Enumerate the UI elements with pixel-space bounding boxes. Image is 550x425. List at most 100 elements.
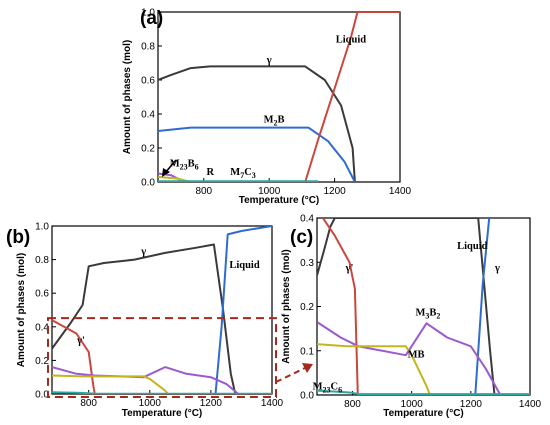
annotation-text: Liquid — [457, 241, 488, 252]
annotation-sub: 23 — [323, 386, 331, 395]
series-line-mb — [317, 343, 431, 395]
y-tick-label: 0.0 — [141, 178, 155, 189]
series-line-m23c6 — [317, 389, 530, 395]
series-annotation: γ — [140, 247, 146, 258]
y-tick-label: 0.4 — [141, 110, 155, 121]
series-group — [158, 12, 400, 182]
series-annotation: M2B — [264, 115, 285, 128]
x-axis-label: Temperature (°C) — [122, 408, 203, 419]
annotation-sub: 7 — [240, 171, 244, 180]
series-annotation: M23B6 — [170, 159, 199, 172]
series-annotation: M7C3 — [230, 167, 256, 180]
annotation-text: M — [415, 307, 425, 318]
annotation-sub2: 3 — [252, 171, 256, 180]
series-annotation: γ' — [76, 336, 85, 347]
y-tick-label: 0.8 — [141, 42, 155, 53]
series-line-m3b2 — [317, 321, 502, 395]
series-annotation: γ' — [345, 263, 354, 274]
annotation-sub: 2 — [274, 119, 278, 128]
chart-panel-a: 800 1000 1200 1400 0.0 0.2 0.4 0.6 0.8 1.0 Tempera… — [122, 8, 412, 207]
series-line-liquid — [304, 12, 400, 182]
annotation-text: R — [207, 167, 215, 178]
x-tick-label: 1200 — [460, 399, 483, 410]
annotation-text: γ — [140, 247, 146, 258]
annotation-text: M — [313, 382, 323, 393]
annotation-text: γ' — [76, 336, 85, 347]
annotation-after: B — [188, 159, 195, 170]
annotation-text: M — [264, 115, 274, 126]
annotation-after: B — [429, 307, 436, 318]
x-tick-label: 1400 — [519, 399, 542, 410]
annotation-after: B — [278, 115, 285, 126]
panel-label: (c) — [290, 227, 313, 248]
series-line-gamma — [317, 218, 496, 395]
series-line-m23c6 — [52, 391, 272, 394]
annotation-text: γ — [266, 55, 272, 66]
annotation-text: Liquid — [336, 35, 367, 46]
series-group — [317, 218, 530, 395]
x-tick-label: 1200 — [200, 398, 223, 409]
series-annotation: R — [207, 167, 215, 178]
m23b6-pointer-arrow — [162, 159, 177, 177]
series-group — [52, 226, 272, 394]
y-tick-label: 0.0 — [35, 390, 49, 401]
y-tick-label: 0.6 — [141, 76, 155, 87]
annotation-text: γ' — [345, 263, 354, 274]
y-tick-label: 0.6 — [35, 289, 49, 300]
series-annotation: M3B2 — [415, 307, 440, 320]
series-annotation: γ — [266, 55, 272, 66]
y-tick-label: 0.2 — [35, 356, 49, 367]
y-axis-label: Amount of phases (mol) — [281, 249, 292, 363]
series-annotation: Liquid — [457, 241, 488, 252]
x-tick-label: 1200 — [323, 186, 346, 197]
annotation-sub: 3 — [425, 311, 429, 320]
annotation-after: C — [331, 382, 339, 393]
x-tick-label: 1000 — [258, 186, 281, 197]
annotation-text: Liquid — [229, 260, 260, 271]
series-line-m3b2 — [52, 366, 240, 394]
series-annotation: Liquid — [336, 35, 367, 46]
series-line-gamma — [52, 243, 237, 394]
zoom-connector-arrow — [275, 363, 313, 383]
panel-label: (a) — [140, 8, 163, 29]
series-line-liquid — [214, 226, 272, 394]
series-line-m2b — [158, 126, 356, 182]
series-line-gamma_prime — [52, 319, 96, 394]
y-tick-label: 0.8 — [35, 255, 49, 266]
annotation-text: MB — [408, 349, 425, 360]
y-tick-label: 0.0 — [300, 391, 314, 402]
x-axis-label: Temperature (°C) — [239, 195, 320, 206]
panel-label: (b) — [6, 227, 30, 248]
x-tick-label: 800 — [80, 398, 97, 409]
y-axis-label: Amount of phases (mol) — [122, 40, 133, 154]
y-tick-label: 1.0 — [141, 8, 155, 19]
annotation-text: M — [230, 167, 240, 178]
y-tick-label: 0.4 — [300, 214, 314, 225]
x-axis-label: Temperature (°C) — [383, 408, 464, 419]
series-annotation: γ — [494, 263, 500, 274]
x-tick-label: 800 — [344, 399, 361, 410]
chart-panel-b: 800 1000 1200 1400 0.0 0.2 0.4 0.6 0.8 1.0 Tempera… — [6, 222, 284, 420]
y-tick-label: 0.1 — [300, 346, 314, 357]
x-tick-label: 1000 — [139, 398, 162, 409]
x-tick-label: 1400 — [261, 398, 284, 409]
chart-panel-c: 800 1000 1200 1400 0.0 0.1 0.2 0.3 0.4 Temperatur… — [281, 214, 542, 420]
x-tick-label: 800 — [195, 186, 212, 197]
y-tick-label: 0.3 — [300, 258, 314, 269]
annotation-after: C — [244, 167, 252, 178]
annotation-sub: 23 — [180, 163, 188, 172]
y-tick-label: 0.4 — [35, 322, 49, 333]
y-tick-label: 0.2 — [141, 144, 155, 155]
y-tick-label: 1.0 — [35, 222, 49, 233]
series-annotation: Liquid — [229, 260, 260, 271]
annotation-sub2: 2 — [436, 311, 440, 320]
x-tick-label: 1400 — [389, 186, 412, 197]
annotation-sub2: 6 — [195, 163, 199, 172]
annotation-text: γ — [494, 263, 500, 274]
series-annotation: M23C6 — [313, 382, 343, 395]
annotation-text: M — [170, 159, 180, 170]
zoom-highlight-box — [47, 317, 277, 398]
annotation-sub2: 6 — [338, 386, 342, 395]
series-line-mb — [52, 374, 169, 394]
